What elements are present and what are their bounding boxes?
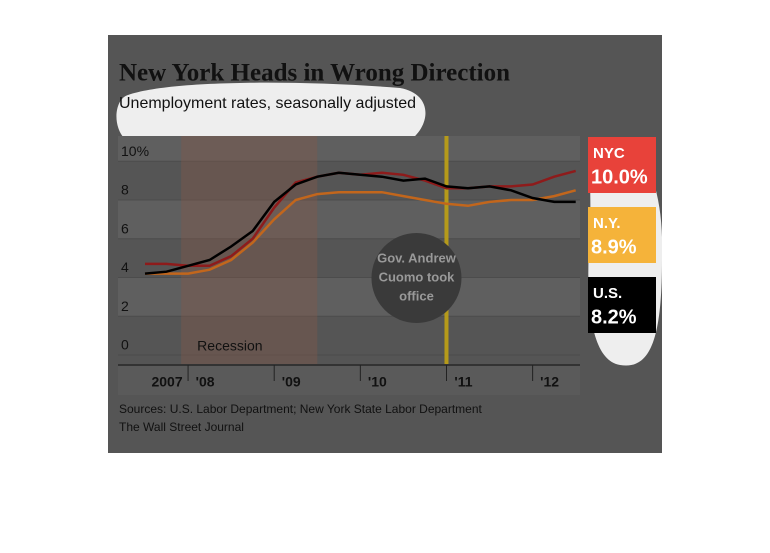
x-tick-label: '11 (454, 374, 472, 390)
legend-name: U.S. (593, 285, 622, 302)
annotation-text: office (399, 288, 434, 303)
chart-title: New York Heads in Wrong Direction (119, 60, 510, 87)
x-tick-label: '10 (368, 374, 387, 390)
grid-band (118, 161, 580, 200)
source: Sources: U.S. Labor Department; New York… (119, 402, 483, 416)
series-line (144, 171, 576, 275)
chart-subtitle: Unemployment rates, seasonally adjusted (119, 95, 416, 112)
annotation-bubble (371, 233, 462, 323)
legend-box (588, 277, 656, 333)
grid-band (118, 238, 580, 278)
x-tick-label: 2007 (151, 374, 182, 390)
y-tick-label: 0 (121, 337, 129, 353)
legend-value: 8.9% (591, 236, 637, 258)
annotation-text: Gov. Andrew (377, 250, 457, 265)
grid-band (118, 316, 580, 355)
y-tick-label: 2 (121, 298, 129, 314)
recession-band (181, 136, 318, 365)
legend-name: NYC (593, 145, 625, 162)
x-tick-label: '08 (196, 374, 215, 390)
occlusion (116, 82, 426, 153)
annotation-text: Cuomo took (379, 269, 456, 284)
legend-name: N.Y. (593, 215, 621, 232)
x-axis-strip (118, 365, 580, 395)
series-line (145, 189, 577, 275)
y-tick-label: 8 (121, 182, 129, 198)
x-tick-label: '09 (282, 374, 301, 390)
legend-value: 8.2% (591, 306, 637, 328)
grid-band (118, 136, 580, 162)
x-tick-label: '12 (540, 374, 559, 390)
recession-label: Recession (197, 338, 262, 354)
legend-box (588, 207, 656, 263)
y-tick-label: 6 (121, 220, 129, 236)
legend-box (588, 137, 656, 193)
legend-value: 10.0% (591, 166, 648, 188)
source: The Wall Street Journal (119, 420, 244, 434)
y-tick-label: 4 (121, 259, 129, 275)
grid-band (118, 277, 580, 317)
y-tick-label: 10% (121, 143, 149, 159)
grid-band (118, 199, 580, 239)
